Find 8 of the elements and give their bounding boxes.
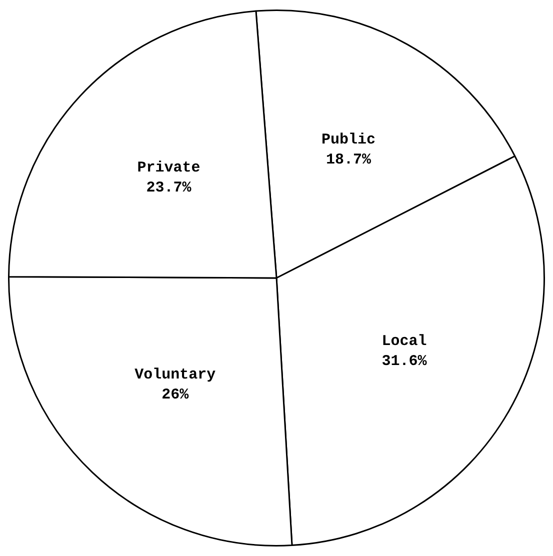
slice-label: Private bbox=[137, 159, 200, 176]
data-label: 26% bbox=[162, 386, 190, 404]
data-label: 23.7% bbox=[146, 179, 192, 196]
slice-label: Local bbox=[382, 332, 427, 350]
data-label: 31.6% bbox=[382, 352, 428, 370]
slice-label: Public bbox=[321, 131, 376, 148]
slice-label: Voluntary bbox=[134, 366, 216, 384]
data-label: 18.7% bbox=[326, 151, 372, 168]
